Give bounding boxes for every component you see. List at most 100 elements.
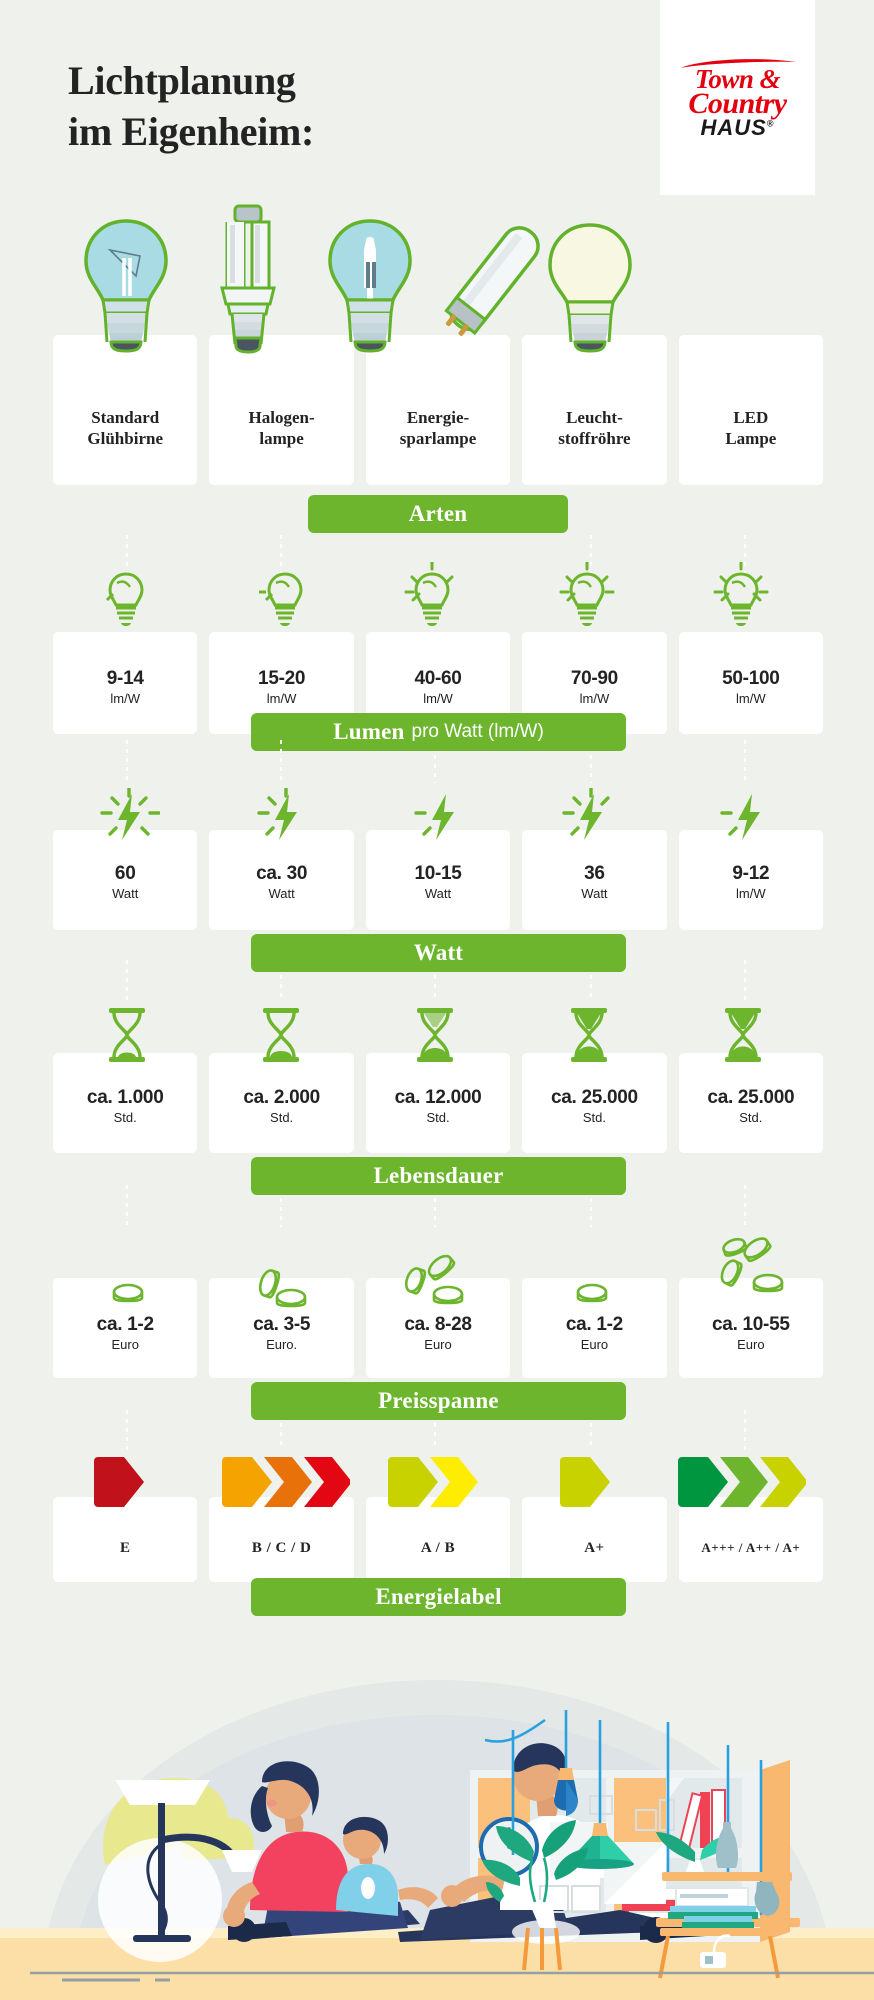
card-lebensdauer-0[interactable]: ca. 1.000 Std. xyxy=(53,1053,198,1153)
card-watt-0[interactable]: 60 Watt xyxy=(53,830,198,930)
card-type-4[interactable]: LED Lampe xyxy=(678,335,824,485)
type-label-2: Energie-sparlampe xyxy=(399,407,477,448)
lebensdauer-unit-2: Std. xyxy=(426,1110,450,1125)
connector-watt-4 xyxy=(744,960,746,1002)
type-label-3: Leucht-stoffröhre xyxy=(558,407,631,448)
banner-lumen: Lumen pro Watt (lm/W) xyxy=(251,713,626,751)
banner-lebensdauer-label: Lebensdauer xyxy=(373,1163,504,1188)
connector-0 xyxy=(126,535,128,580)
pendant-lamp-blue-icon xyxy=(554,1768,578,1816)
card-lumen-4[interactable]: 50-100 lm/W xyxy=(678,632,824,734)
connector-4 xyxy=(744,535,746,580)
banner-lumen-label: Lumen xyxy=(333,719,405,744)
watt-unit-1: Watt xyxy=(268,886,295,901)
lumen-value-0: 9-14 xyxy=(106,668,144,689)
card-energielabel-3[interactable]: A+ xyxy=(522,1497,667,1582)
card-type-3[interactable]: Leucht-stoffröhre xyxy=(522,335,667,485)
connector-preis-2 xyxy=(434,1423,436,1450)
banner-watt-label: Watt xyxy=(413,940,464,965)
type-label-4: LED Lampe xyxy=(725,407,777,448)
watt-value-2: 10-15 xyxy=(414,863,462,884)
card-preis-0[interactable]: ca. 1-2 Euro xyxy=(53,1278,198,1378)
preis-value-3: ca. 1-2 xyxy=(565,1314,623,1335)
card-lebensdauer-2[interactable]: ca. 12.000 Std. xyxy=(365,1053,511,1153)
standard-bulb-icon xyxy=(84,219,168,353)
energy-arrow-BCD-icon xyxy=(222,1457,350,1507)
watt-unit-2: Watt xyxy=(424,886,452,901)
energy-arrow-AB-icon xyxy=(388,1457,478,1507)
watt-value-1: ca. 30 xyxy=(256,863,308,884)
card-lebensdauer-4[interactable]: ca. 25.000 Std. xyxy=(678,1053,824,1153)
card-lebensdauer-1[interactable]: ca. 2.000 Std. xyxy=(209,1053,354,1153)
floor-lamp-icon xyxy=(115,1780,262,1942)
arten-cards: Standard Glühbirne Halogen-lampe Energie-… xyxy=(53,335,824,485)
card-lumen-0[interactable]: 9-14 lm/W xyxy=(53,632,198,734)
preis-value-4: ca. 10-55 xyxy=(712,1314,790,1335)
card-energielabel-0[interactable]: E xyxy=(53,1497,198,1582)
hourglass-icon-3 xyxy=(571,1008,607,1062)
connector-leb-2 xyxy=(434,1198,436,1227)
card-type-0[interactable]: Standard Glühbirne xyxy=(53,335,198,485)
lumen-value-1: 15-20 xyxy=(258,668,306,689)
banner-watt: Watt xyxy=(251,934,626,972)
banner-arten-label: Arten xyxy=(408,501,468,526)
banner-lumen-sublabel: pro Watt (lm/W) xyxy=(411,721,544,742)
preis-unit-1: Euro. xyxy=(266,1337,298,1352)
lebensdauer-unit-1: Std. xyxy=(270,1110,294,1125)
card-energielabel-4[interactable]: A+++ / A++ / A+ xyxy=(678,1497,824,1582)
connector-preis-0 xyxy=(126,1410,128,1450)
watt-value-0: 60 xyxy=(114,863,136,884)
card-preis-2[interactable]: ca. 8-28 Euro xyxy=(365,1278,511,1378)
preis-value-0: ca. 1-2 xyxy=(96,1314,154,1335)
card-watt-3[interactable]: 36 Watt xyxy=(522,830,667,930)
card-energielabel-2[interactable]: A / B xyxy=(365,1497,511,1582)
card-type-2[interactable]: Energie-sparlampe xyxy=(365,335,511,485)
logo-line-2: Country xyxy=(688,86,787,120)
banner-energielabel: Energielabel xyxy=(251,1578,626,1616)
hourglass-icon-4 xyxy=(725,1008,761,1062)
watt-unit-0: Watt xyxy=(112,886,139,901)
energielabel-value-2: A / B xyxy=(420,1540,456,1556)
lebensdauer-value-2: ca. 12.000 xyxy=(394,1087,482,1108)
lumen-unit-0: lm/W xyxy=(110,691,140,706)
title-line-2: im Eigenheim: xyxy=(68,109,315,155)
connector-leb-3 xyxy=(590,1198,592,1227)
logo-line-3: HAUS® xyxy=(700,114,775,140)
card-watt-4[interactable]: 9-12 lm/W xyxy=(678,830,824,930)
banner-preisspanne: Preisspanne xyxy=(251,1382,626,1420)
lebensdauer-value-3: ca. 25.000 xyxy=(551,1087,638,1108)
connector-watt-0 xyxy=(126,960,128,1002)
card-watt-2[interactable]: 10-15 Watt xyxy=(365,830,511,930)
card-preis-3[interactable]: ca. 1-2 Euro xyxy=(522,1278,667,1378)
energielabel-cards: E B / C / D A / B A+ A+++ / A++ / A+ xyxy=(53,1497,824,1582)
connector-preis-4 xyxy=(744,1410,746,1450)
title-line-1: Lichtplanung xyxy=(68,58,296,103)
lumen-bulb-icon-3 xyxy=(559,562,615,626)
watt-value-3: 36 xyxy=(584,863,605,884)
watt-value-4: 9-12 xyxy=(732,863,770,884)
card-lebensdauer-3[interactable]: ca. 25.000 Std. xyxy=(522,1053,667,1153)
preis-cards: ca. 1-2 Euro ca. 3-5 Euro. ca. 8-28 Euro… xyxy=(53,1278,824,1378)
card-watt-1[interactable]: ca. 30 Watt xyxy=(209,830,354,930)
coin-icon-0 xyxy=(112,1283,144,1303)
lumen-unit-2: lm/W xyxy=(423,691,453,706)
card-type-1[interactable]: Halogen-lampe xyxy=(209,335,354,485)
watt-bolt-icon-3 xyxy=(562,788,610,840)
lumen-value-3: 70-90 xyxy=(570,668,618,689)
energy-arrow-Atriple-icon xyxy=(678,1457,806,1507)
right-room-scene xyxy=(30,1710,874,1982)
type-label-0: Standard Glühbirne xyxy=(87,407,163,448)
lumen-bulb-icon-1 xyxy=(259,572,303,626)
logo-swoosh-icon xyxy=(679,58,796,68)
lumen-unit-4: lm/W xyxy=(736,691,766,706)
banner-energielabel-label: Energielabel xyxy=(375,1584,502,1609)
lebensdauer-unit-3: Std. xyxy=(582,1110,606,1125)
card-energielabel-1[interactable]: B / C / D xyxy=(209,1497,354,1582)
watt-unit-4: lm/W xyxy=(736,886,766,901)
card-preis-4[interactable]: ca. 10-55 Euro xyxy=(678,1278,824,1378)
card-preis-1[interactable]: ca. 3-5 Euro. xyxy=(209,1278,354,1378)
connector-lumen-2 xyxy=(434,755,436,783)
connector-1 xyxy=(280,535,282,580)
coin-icon-4 xyxy=(720,1237,784,1293)
